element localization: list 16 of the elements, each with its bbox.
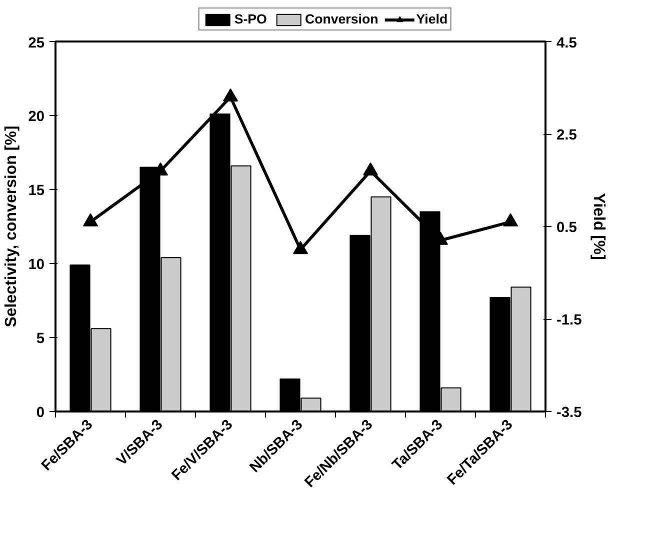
y-tick-label: 10	[28, 257, 45, 273]
y-tick-label: 15	[28, 183, 45, 199]
y2-tick-label: 0.5	[556, 220, 577, 236]
y2-tick-label: -1.5	[556, 312, 582, 328]
y-tick-label: 5	[36, 331, 45, 347]
y-axis-title: Selectivity, conversion [%]	[3, 126, 20, 328]
y2-tick-label: 4.5	[556, 36, 577, 52]
y2-axis-title: Yield [%]	[590, 193, 607, 260]
y-tick-label: 25	[28, 36, 45, 52]
y2-tick-label: 2.5	[556, 128, 577, 144]
legend-label: Yield	[416, 12, 448, 26]
y-tick-label: 0	[36, 405, 45, 421]
legend-label: Conversion	[304, 12, 378, 26]
y2-tick-label: -3.5	[556, 405, 582, 421]
y-tick-label: 20	[28, 109, 45, 125]
legend-label: S-PO	[234, 12, 267, 26]
